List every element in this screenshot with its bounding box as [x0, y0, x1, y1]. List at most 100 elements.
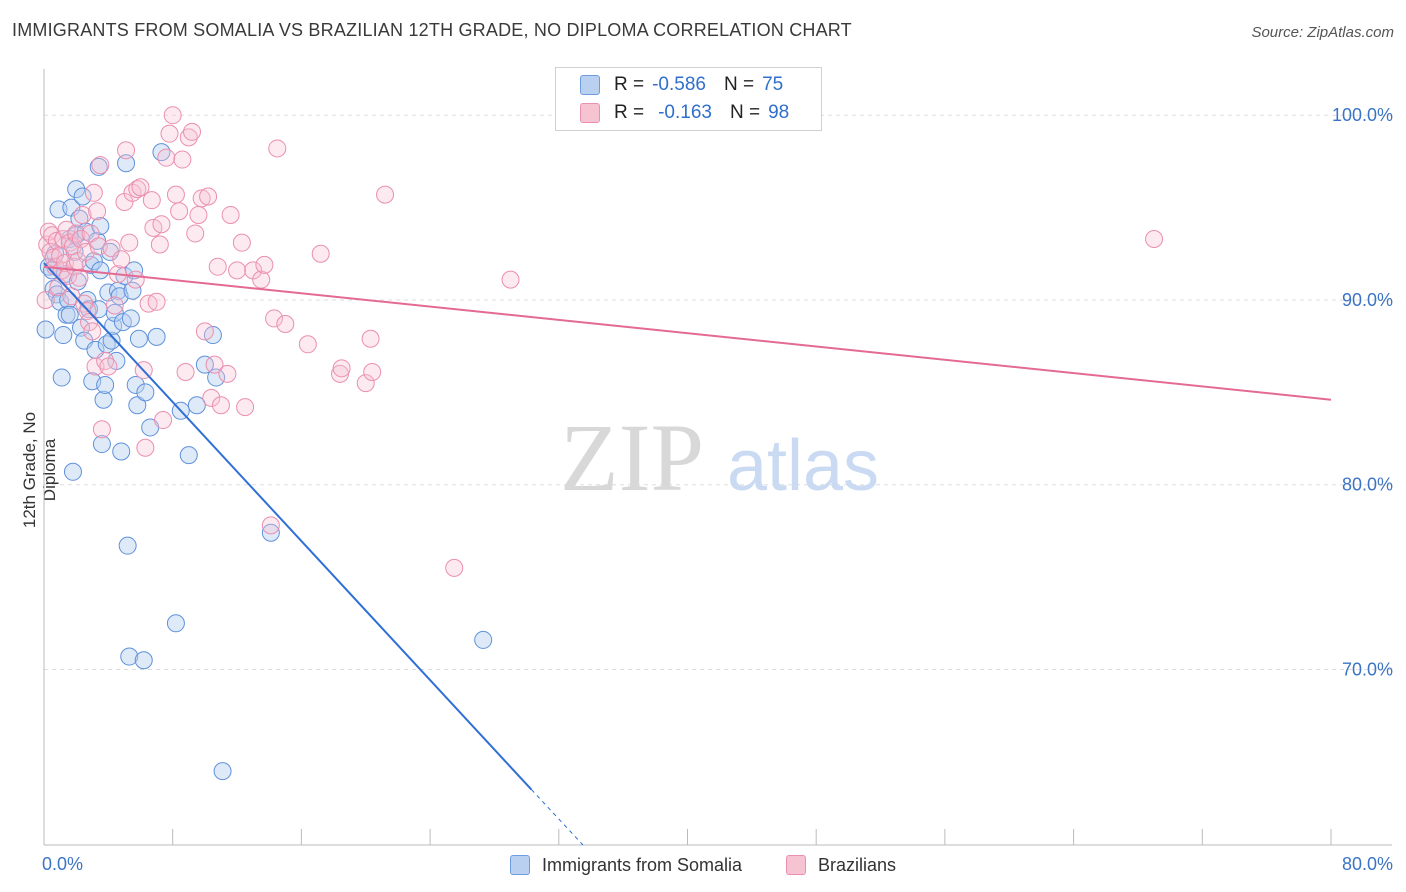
brazilian-point: [154, 411, 173, 430]
somalia-point: [112, 442, 131, 461]
legend-r-value: -0.586: [652, 74, 706, 95]
brazilian-point: [183, 122, 202, 141]
somalia-point: [96, 375, 115, 394]
brazilian-point: [186, 224, 205, 243]
somalia-point: [121, 309, 140, 328]
correlation-legend: R = -0.586 N = 75 R = -0.163 N = 98: [555, 67, 822, 131]
brazilian-point: [67, 224, 86, 243]
brazilian-point: [376, 185, 395, 204]
legend-item-brazilians[interactable]: Brazilians: [786, 855, 896, 876]
source-credit: Source: ZipAtlas.com: [1251, 24, 1394, 41]
somalia-point: [36, 320, 55, 339]
brazilian-point: [176, 363, 195, 382]
brazilian-point: [255, 255, 274, 274]
somalia-point: [118, 536, 137, 555]
brazilian-trend-line: [43, 265, 1332, 401]
x-tick-label: 0.0%: [42, 854, 83, 874]
brazilian-point: [205, 355, 224, 374]
brazilian-point: [157, 148, 176, 167]
legend-swatch-pink: [580, 103, 600, 123]
somalia-point: [195, 355, 214, 374]
brazilian-point: [170, 202, 189, 221]
brazilian-point: [166, 185, 185, 204]
brazilian-point: [86, 357, 105, 376]
somalia-point: [123, 281, 142, 300]
brazilian-point: [202, 388, 221, 407]
somalia-point: [67, 180, 86, 199]
legend-item-somalia[interactable]: Immigrants from Somalia: [509, 854, 743, 876]
somalia-point: [129, 329, 148, 348]
brazilian-point: [1145, 229, 1164, 248]
brazilian-point: [173, 150, 192, 169]
somalia-point: [152, 143, 171, 162]
brazilian-point: [81, 224, 100, 243]
brazilian-point: [128, 180, 147, 199]
brazilian-point: [91, 156, 110, 175]
brazilian-point: [361, 329, 380, 348]
y-tick-label: 100.0%: [1332, 105, 1393, 125]
brazilian-point: [120, 233, 139, 252]
legend-row-brazilians: R = -0.163 N = 98: [580, 100, 807, 126]
legend-r-value: -0.163: [658, 102, 712, 123]
brazilian-point: [36, 290, 55, 309]
brazilian-point: [99, 357, 118, 376]
brazilian-point: [363, 363, 382, 382]
brazilian-point: [163, 106, 182, 125]
somalia-point: [92, 435, 111, 454]
brazilian-point: [92, 420, 111, 439]
brazilian-point: [276, 314, 295, 333]
brazilian-point: [179, 128, 198, 147]
brazilian-point: [152, 215, 171, 234]
y-tick-label: 80.0%: [1342, 475, 1393, 495]
somalia-point: [136, 383, 155, 402]
brazilian-point: [211, 396, 230, 415]
legend-label-somalia: Immigrants from Somalia: [541, 854, 743, 875]
legend-swatch-blue: [580, 75, 600, 95]
somalia-point: [128, 396, 147, 415]
brazilian-point: [218, 364, 237, 383]
somalia-point: [134, 651, 153, 670]
brazilian-point: [298, 335, 317, 354]
brazilian-point: [236, 398, 255, 417]
chart-title: IMMIGRANTS FROM SOMALIA VS BRAZILIAN 12T…: [12, 20, 852, 40]
watermark-atlas: atlas: [727, 426, 879, 506]
legend-n-value: 75: [762, 74, 784, 95]
somalia-point: [54, 326, 73, 345]
somalia-point: [91, 261, 110, 280]
brazilian-point: [356, 374, 375, 393]
legend-r-label: R =: [614, 102, 645, 123]
somalia-point: [187, 396, 206, 415]
brazilian-point: [117, 141, 136, 160]
somalia-point: [207, 368, 226, 387]
brazilian-point: [160, 124, 179, 143]
brazilian-point: [126, 270, 145, 289]
brazilian-point: [59, 266, 78, 285]
somalia-point: [102, 331, 121, 350]
somalia-point: [261, 523, 280, 542]
brazilian-point: [192, 189, 211, 208]
brazilian-point: [208, 257, 227, 276]
somalia-point: [166, 614, 185, 633]
legend-swatch-pink: [786, 855, 807, 875]
somalia-point: [91, 217, 110, 236]
brazilian-point: [261, 516, 280, 535]
somalia-point: [474, 630, 493, 649]
somalia-point: [213, 762, 232, 781]
brazilian-point: [445, 558, 464, 577]
brazilian-point: [136, 438, 155, 457]
somalia-point: [63, 462, 82, 481]
brazilian-point: [232, 233, 251, 252]
brazilian-point: [73, 205, 92, 224]
brazilian-point: [311, 244, 330, 263]
brazilian-point: [96, 351, 115, 370]
brazilian-point: [84, 183, 103, 202]
series-legend: Immigrants from Somalia Brazilians: [0, 852, 1406, 878]
somalia-point: [147, 327, 166, 346]
legend-n-label: N =: [729, 102, 761, 123]
somalia-point: [52, 368, 71, 387]
brazilian-point: [142, 191, 161, 210]
brazilian-point: [147, 292, 166, 311]
brazilian-point: [88, 202, 107, 221]
somalia-point: [94, 390, 113, 409]
